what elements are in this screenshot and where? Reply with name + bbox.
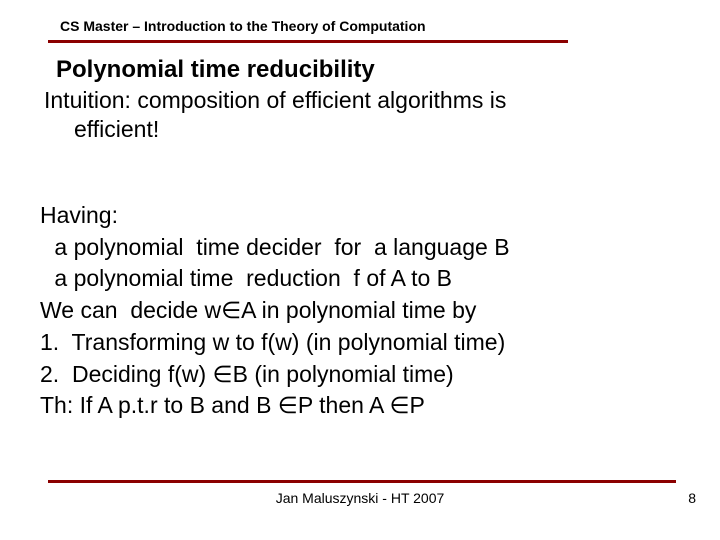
bottom-rule [48, 480, 676, 483]
reduction-line: a polynomial time reduction f of A to B [40, 263, 680, 295]
top-rule [48, 40, 568, 43]
decider-line: a polynomial time decider for a language… [40, 232, 680, 264]
step-2: 2. Deciding f(w) ∈B (in polynomial time) [40, 359, 680, 391]
decide-line: We can decide w∈A in polynomial time by [40, 295, 680, 327]
theorem-line: Th: If A p.t.r to B and B ∈P then A ∈P [40, 390, 680, 422]
slide-title: Polynomial time reducibility [56, 56, 375, 84]
course-header: CS Master – Introduction to the Theory o… [60, 18, 426, 34]
body-block: Having: a polynomial time decider for a … [40, 200, 680, 422]
footer-author: Jan Maluszynski - HT 2007 [0, 490, 720, 506]
intuition-line1: Intuition: composition of efficient algo… [44, 87, 506, 113]
intuition-line2: efficient! [44, 115, 644, 144]
slide: CS Master – Introduction to the Theory o… [0, 0, 720, 540]
footer-page-number: 8 [688, 490, 696, 506]
having-line: Having: [40, 200, 680, 232]
intuition-block: Intuition: composition of efficient algo… [44, 86, 644, 145]
step-1: 1. Transforming w to f(w) (in polynomial… [40, 327, 680, 359]
